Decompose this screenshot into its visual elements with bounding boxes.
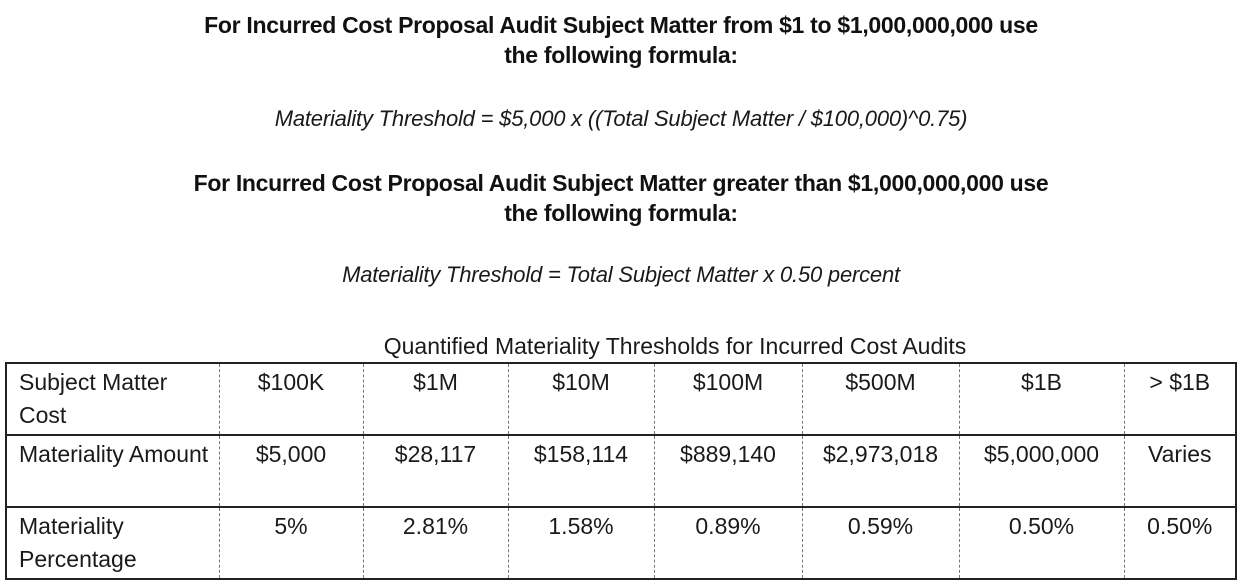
- section1-heading-line1: For Incurred Cost Proposal Audit Subject…: [204, 12, 1038, 38]
- table-row-subject-matter-cost: Subject Matter Cost $100K $1M $10M $100M…: [6, 363, 1236, 435]
- section2-heading-line2: the following formula:: [504, 200, 738, 226]
- table-cell: $1B: [958, 363, 1124, 435]
- materiality-table: Subject Matter Cost $100K $1M $10M $100M…: [5, 362, 1237, 580]
- table-cell: $100M: [653, 363, 802, 435]
- table-cell: $28,117: [362, 435, 508, 507]
- table-cell: $158,114: [507, 435, 654, 507]
- row-header: Materiality Percentage: [19, 513, 137, 572]
- table-cell: $500M: [801, 363, 959, 435]
- section1-formula: Materiality Threshold = $5,000 x ((Total…: [274, 106, 968, 131]
- table-cell: 2.81%: [362, 507, 508, 579]
- table-cell: $5,000,000: [958, 435, 1124, 507]
- table-cell: $889,140: [653, 435, 802, 507]
- table-cell: 0.50%: [958, 507, 1124, 579]
- table-cell: $2,973,018: [801, 435, 959, 507]
- table-cell: $5,000: [218, 435, 363, 507]
- section1-heading-line2: the following formula:: [504, 42, 738, 68]
- section2-heading-line1: For Incurred Cost Proposal Audit Subject…: [193, 170, 1049, 196]
- table-cell: > $1B: [1123, 363, 1236, 435]
- table-caption: Quantified Materiality Thresholds for In…: [383, 333, 967, 359]
- table-cell: 0.89%: [653, 507, 802, 579]
- section1-heading: For Incurred Cost Proposal Audit Subject…: [0, 10, 1242, 70]
- section2-formula: Materiality Threshold = Total Subject Ma…: [342, 262, 900, 287]
- table-cell: 5%: [218, 507, 363, 579]
- table-cell: $100K: [218, 363, 363, 435]
- table-cell: 0.59%: [801, 507, 959, 579]
- row-header: Subject Matter Cost: [19, 369, 168, 428]
- table-cell: 1.58%: [507, 507, 654, 579]
- table-cell: Varies: [1123, 435, 1236, 507]
- table-row-materiality-percentage: Materiality Percentage 5% 2.81% 1.58% 0.…: [6, 507, 1236, 579]
- table-cell: 0.50%: [1123, 507, 1236, 579]
- table-cell: $10M: [507, 363, 654, 435]
- table-row-materiality-amount: Materiality Amount $5,000 $28,117 $158,1…: [6, 435, 1236, 507]
- table-cell: $1M: [362, 363, 508, 435]
- section2-heading: For Incurred Cost Proposal Audit Subject…: [0, 168, 1242, 228]
- row-header: Materiality Amount: [19, 441, 209, 467]
